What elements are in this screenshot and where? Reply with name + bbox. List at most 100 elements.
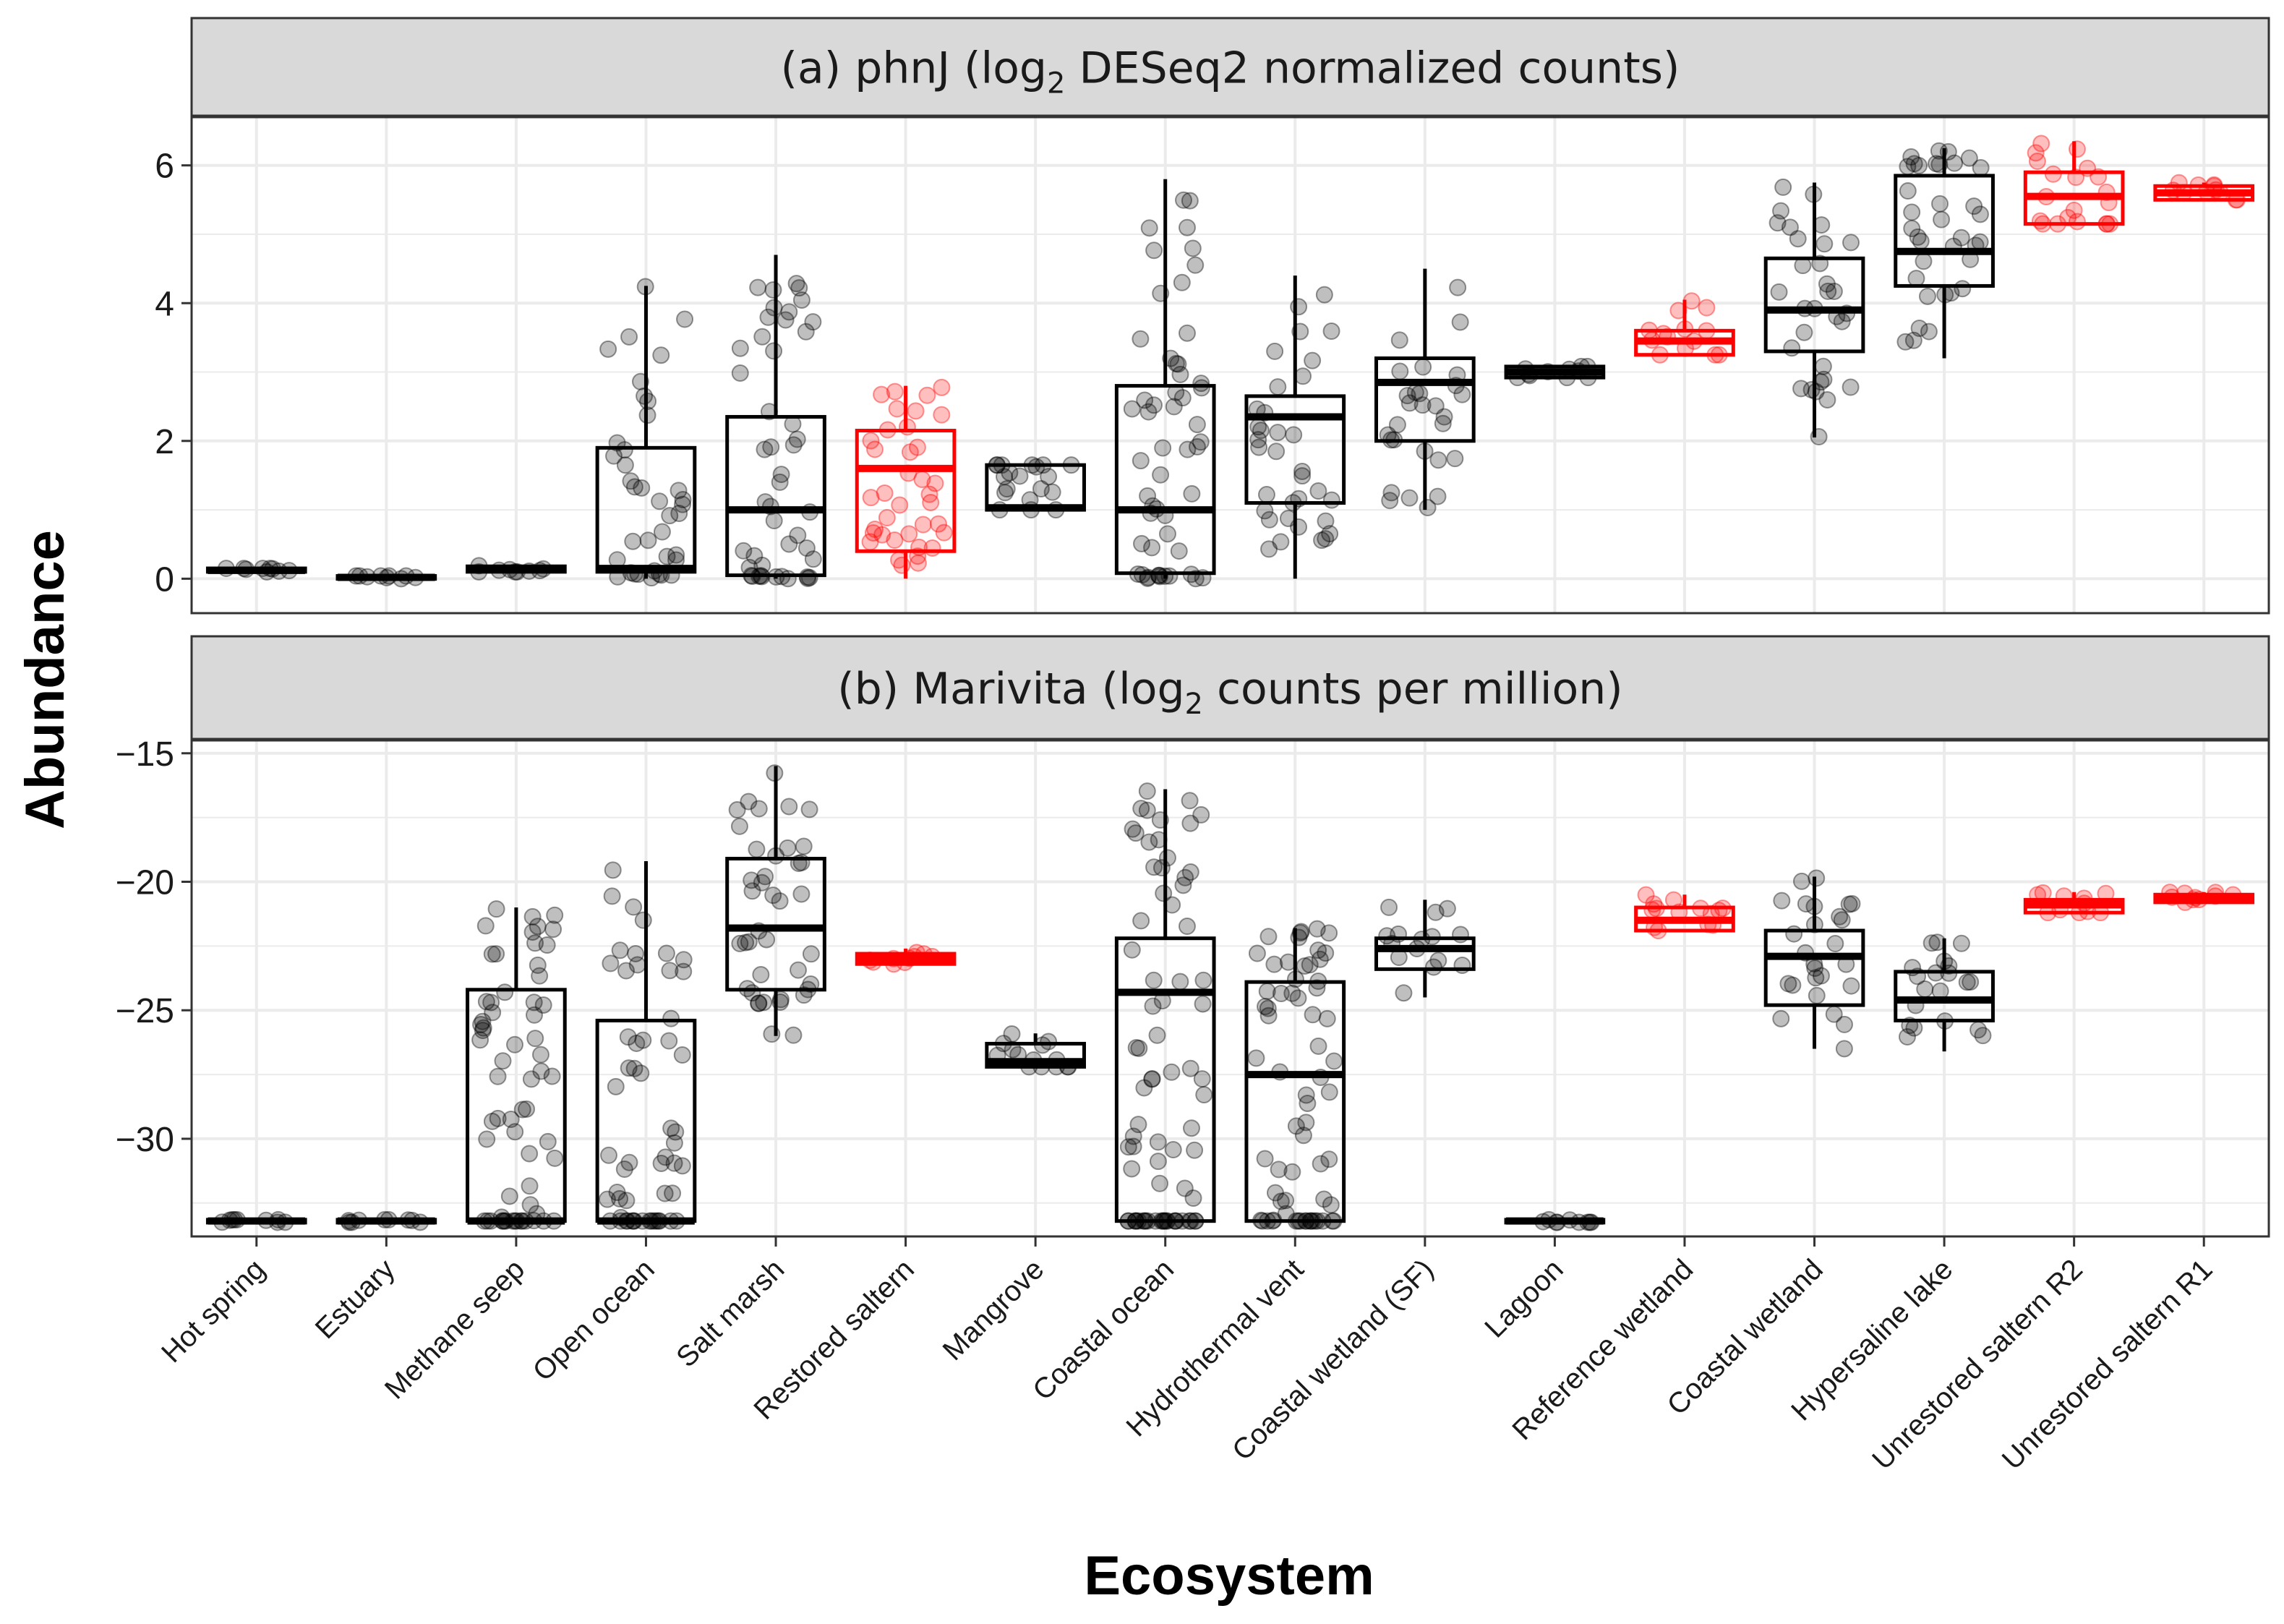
box-hydrothermal-vent	[1244, 980, 1346, 1223]
data-point	[1184, 1189, 1202, 1208]
data-point	[543, 1067, 561, 1085]
data-point	[1186, 256, 1205, 274]
data-point	[1132, 452, 1150, 470]
data-point	[599, 340, 617, 358]
data-point	[474, 1012, 492, 1030]
box-coastal-wetland	[1763, 256, 1865, 354]
data-point	[1309, 941, 1327, 960]
data-point	[532, 1062, 550, 1080]
data-point	[1248, 944, 1266, 962]
data-point	[1826, 935, 1844, 953]
data-point	[730, 817, 748, 835]
data-point	[878, 509, 896, 527]
data-point	[762, 438, 780, 456]
data-point	[1391, 362, 1409, 380]
data-point	[1819, 282, 1837, 300]
data-point	[1312, 1155, 1330, 1173]
data-point	[656, 1184, 674, 1202]
panel-a-boxes	[205, 141, 2255, 581]
data-point	[797, 539, 816, 557]
data-point	[1971, 205, 1989, 223]
data-point	[1308, 920, 1326, 938]
data-point	[1954, 280, 1972, 298]
data-point	[1297, 1114, 1315, 1132]
y-tick-label: −20	[116, 863, 174, 902]
data-point	[1318, 1009, 1336, 1027]
data-point	[765, 512, 783, 530]
data-point	[1902, 148, 1920, 166]
data-point	[1167, 354, 1185, 372]
data-point	[1181, 1059, 1199, 1077]
box-mangrove	[985, 1041, 1086, 1069]
data-point	[625, 1059, 643, 1077]
data-point	[518, 1100, 536, 1118]
data-point	[929, 515, 947, 533]
y-tick-label: −25	[116, 992, 174, 1030]
data-point	[529, 918, 547, 936]
data-point	[624, 532, 642, 550]
data-point	[1400, 394, 1419, 412]
data-point	[660, 1032, 678, 1050]
data-point	[748, 840, 766, 858]
data-point	[1176, 868, 1194, 886]
data-point	[784, 436, 803, 454]
data-point	[667, 546, 685, 564]
data-point	[1831, 907, 1849, 926]
data-point	[1163, 1063, 1181, 1081]
data-point	[675, 951, 693, 969]
data-point	[1835, 1040, 1853, 1058]
data-point	[1390, 331, 1408, 349]
data-point	[1188, 437, 1206, 456]
data-point	[477, 993, 495, 1011]
data-point	[1915, 252, 1933, 270]
data-point	[1320, 1083, 1338, 1101]
data-point	[1285, 426, 1303, 444]
y-axis-title: Abundance	[14, 530, 76, 829]
data-point	[1124, 1137, 1142, 1155]
data-point	[780, 303, 798, 321]
data-point	[1962, 973, 1980, 991]
data-point	[1145, 858, 1163, 876]
data-point	[923, 539, 941, 557]
data-point	[758, 931, 776, 949]
data-point	[1133, 534, 1151, 552]
data-point	[1637, 886, 1655, 904]
y-tick-label: −15	[116, 735, 174, 774]
data-point	[1388, 416, 1406, 434]
data-point	[891, 496, 909, 514]
data-point	[1272, 985, 1290, 1003]
data-point	[1186, 1141, 1204, 1159]
data-point	[489, 1109, 507, 1127]
data-point	[502, 1111, 520, 1129]
data-point	[1143, 1070, 1161, 1088]
data-point	[862, 489, 880, 507]
data-point	[1293, 462, 1312, 480]
data-point	[1184, 239, 1202, 257]
data-point	[665, 1134, 683, 1152]
data-point	[1308, 979, 1326, 997]
data-point	[625, 898, 643, 916]
data-point	[1899, 182, 1917, 200]
data-point	[1145, 971, 1163, 989]
data-point	[1139, 403, 1158, 421]
data-point	[523, 907, 542, 926]
data-point	[627, 944, 645, 962]
data-point	[1143, 1069, 1161, 1087]
data-point	[1126, 824, 1145, 842]
y-tick-label: 2	[155, 423, 174, 461]
data-point	[661, 507, 679, 525]
data-point	[745, 547, 764, 565]
data-point	[1933, 210, 1951, 228]
y-tick-label: −30	[116, 1121, 174, 1159]
data-point	[749, 278, 767, 296]
data-point	[598, 1190, 616, 1208]
panel-b-title-prefix: (b) Marivita (log	[837, 664, 1184, 714]
data-point	[995, 468, 1013, 486]
data-point	[1451, 313, 1469, 331]
y-tick-label: 0	[155, 560, 174, 599]
data-point	[1182, 1119, 1200, 1137]
data-point	[1815, 235, 1834, 253]
data-point	[1438, 899, 1456, 918]
data-point	[634, 1031, 652, 1049]
data-point	[790, 961, 808, 979]
